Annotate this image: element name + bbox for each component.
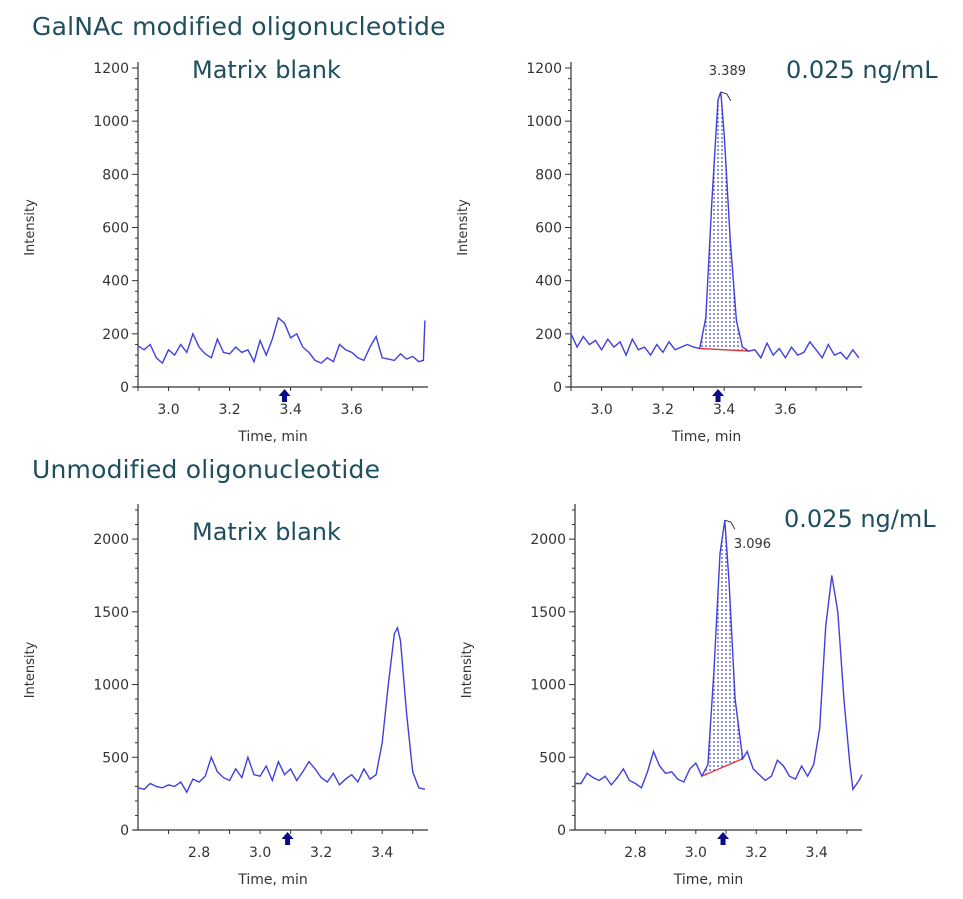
y-tick-label: 2000 xyxy=(93,532,129,548)
section-title-unmodified: Unmodified oligonucleotide xyxy=(32,455,381,484)
x-tick-label: 3.2 xyxy=(218,402,240,418)
x-tick-label: 3.0 xyxy=(590,402,612,418)
integration-baseline xyxy=(701,758,743,777)
integrated-peak-area xyxy=(701,520,743,777)
x-tick-label: 3.6 xyxy=(774,402,796,418)
section-title-galnac: GalNAc modified oligonucleotide xyxy=(32,12,446,41)
y-tick-label: 1000 xyxy=(526,114,562,130)
x-tick-label: 3.2 xyxy=(652,402,674,418)
y-tick-label: 1000 xyxy=(93,114,129,130)
chromatogram-trace xyxy=(570,91,860,361)
y-tick-label: 1200 xyxy=(526,61,562,77)
expected-rt-arrow-icon xyxy=(281,832,294,845)
peak-label-leader xyxy=(724,519,736,530)
x-tick-label: 2.8 xyxy=(624,845,646,861)
y-tick-label: 400 xyxy=(102,274,129,290)
x-tick-label: 3.4 xyxy=(279,402,301,418)
x-tick-label: 3.0 xyxy=(249,845,271,861)
x-tick-label: 2.8 xyxy=(188,845,210,861)
y-tick-label: 0 xyxy=(557,823,566,839)
y-tick-label: 800 xyxy=(102,167,129,183)
x-tick-label: 3.4 xyxy=(371,845,393,861)
y-tick-label: 1000 xyxy=(530,678,566,694)
expected-rt-arrow-icon xyxy=(278,389,291,402)
y-tick-label: 400 xyxy=(535,274,562,290)
expected-rt-arrow-icon xyxy=(717,832,730,845)
y-tick-label: 500 xyxy=(102,750,129,766)
y-tick-label: 200 xyxy=(535,327,562,343)
panel-label-top-left: Matrix blank xyxy=(192,56,341,84)
y-axis-label: Intensity xyxy=(23,641,38,698)
x-tick-label: 3.0 xyxy=(685,845,707,861)
y-tick-label: 1200 xyxy=(93,61,129,77)
chromatogram-trace xyxy=(575,520,863,792)
panel-label-top-right: 0.025 ng/mL xyxy=(786,56,938,84)
x-tick-label: 3.2 xyxy=(310,845,332,861)
chart-panel-1: 0 200 400 600 800 1000 1200 3.0 3.2 3.4 3.6 Time, m… xyxy=(456,61,862,445)
panel-label-bottom-right: 0.025 ng/mL xyxy=(784,505,936,533)
x-tick-label: 3.6 xyxy=(341,402,363,418)
x-axis-label: Time, min xyxy=(237,429,308,445)
peak-label-leader xyxy=(720,91,732,102)
y-axis-label: Intensity xyxy=(23,199,38,256)
chart-panel-2: 0 500 1000 1500 2000 2.8 3.0 3.2 3.4 Time, min Int… xyxy=(23,504,428,888)
y-tick-label: 500 xyxy=(539,750,566,766)
peak-rt-label: 3.389 xyxy=(709,64,746,79)
y-tick-label: 1500 xyxy=(530,605,566,621)
y-tick-label: 1500 xyxy=(93,605,129,621)
y-tick-label: 2000 xyxy=(530,532,566,548)
y-tick-label: 0 xyxy=(120,823,129,839)
y-tick-label: 600 xyxy=(102,221,129,237)
chromatogram-trace xyxy=(137,316,426,365)
x-tick-label: 3.4 xyxy=(713,402,735,418)
panel-label-bottom-left: Matrix blank xyxy=(192,518,341,546)
chromatogram-trace xyxy=(137,625,426,794)
y-tick-label: 0 xyxy=(120,380,129,396)
x-axis-label: Time, min xyxy=(673,872,744,888)
y-axis-label: Intensity xyxy=(456,199,471,256)
x-tick-label: 3.0 xyxy=(157,402,179,418)
y-tick-label: 200 xyxy=(102,327,129,343)
y-tick-label: 0 xyxy=(553,380,562,396)
x-axis-label: Time, min xyxy=(671,429,742,445)
y-axis-label: Intensity xyxy=(460,641,475,698)
chart-panel-0: 0 200 400 600 800 1000 1200 3.0 3.2 3.4 3.6 Time, m… xyxy=(23,61,428,445)
x-tick-label: 3.4 xyxy=(806,845,828,861)
x-tick-label: 3.2 xyxy=(745,845,767,861)
y-tick-label: 800 xyxy=(535,167,562,183)
peak-rt-label: 3.096 xyxy=(734,537,771,552)
y-tick-label: 1000 xyxy=(93,678,129,694)
expected-rt-arrow-icon xyxy=(712,389,725,402)
chart-panel-3: 0 500 1000 1500 2000 2.8 3.0 3.2 3.4 Time, min Int… xyxy=(460,504,863,888)
integration-baseline xyxy=(699,347,749,352)
x-axis-label: Time, min xyxy=(237,872,308,888)
y-tick-label: 600 xyxy=(535,221,562,237)
integrated-peak-area xyxy=(699,91,749,352)
